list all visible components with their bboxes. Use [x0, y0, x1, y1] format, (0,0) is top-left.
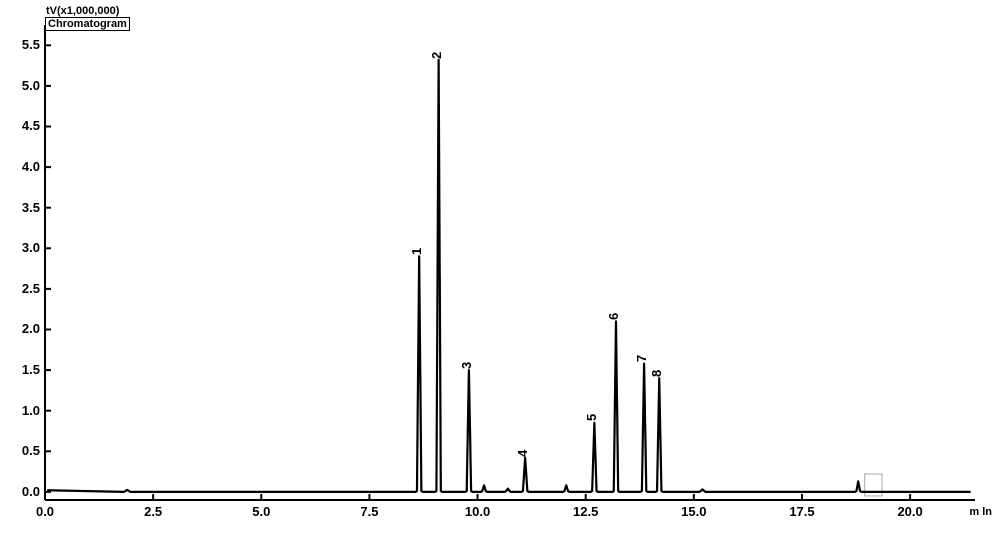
y-tick-label: 2.5	[10, 281, 40, 296]
peak-label-8: 8	[649, 370, 664, 377]
peak-label-6: 6	[606, 313, 621, 320]
y-tick-label: 3.0	[10, 240, 40, 255]
y-tick-label: 3.5	[10, 200, 40, 215]
y-tick-label: 4.0	[10, 159, 40, 174]
chromatogram-title: Chromatogram	[48, 18, 127, 30]
y-tick-label: 1.0	[10, 403, 40, 418]
peak-label-3: 3	[459, 362, 474, 369]
peak-label-4: 4	[515, 449, 530, 456]
peak-label-5: 5	[584, 414, 599, 421]
peak-label-1: 1	[409, 248, 424, 255]
y-tick-label: 2.0	[10, 321, 40, 336]
plot-svg	[0, 0, 1000, 533]
x-tick-label: 7.5	[360, 504, 378, 519]
chromatogram-chart: { "chart": { "type": "chromatogram-line"…	[0, 0, 1000, 533]
x-tick-label: 12.5	[573, 504, 598, 519]
chromatogram-title-box: Chromatogram	[45, 17, 130, 31]
y-tick-label: 5.0	[10, 78, 40, 93]
x-tick-label: 17.5	[789, 504, 814, 519]
x-tick-label: 2.5	[144, 504, 162, 519]
x-axis-unit-label: m ln	[969, 506, 992, 518]
x-tick-label: 5.0	[252, 504, 270, 519]
y-tick-label: 0.5	[10, 443, 40, 458]
y-tick-label: 4.5	[10, 118, 40, 133]
x-tick-label: 15.0	[681, 504, 706, 519]
x-tick-label: 10.0	[465, 504, 490, 519]
y-tick-label: 1.5	[10, 362, 40, 377]
x-tick-label: 20.0	[897, 504, 922, 519]
x-tick-label: 0.0	[36, 504, 54, 519]
y-tick-label: 0.0	[10, 484, 40, 499]
y-tick-label: 5.5	[10, 37, 40, 52]
axis-multiplier-label: tV(x1,000,000)	[46, 5, 119, 17]
peak-label-7: 7	[634, 355, 649, 362]
peak-label-2: 2	[429, 51, 444, 58]
